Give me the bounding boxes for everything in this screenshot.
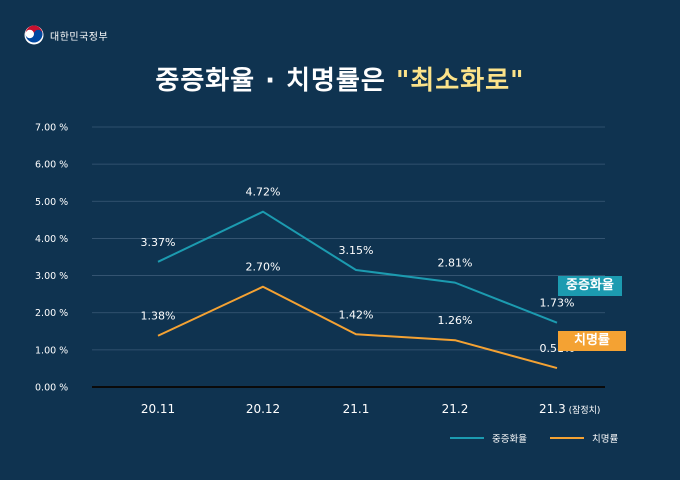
data-label: 1.38% [141,310,176,323]
page-title: 중증화율 · 치명률은 "최소화로" [0,60,680,97]
x-tick-label: 21.1 [343,402,370,416]
legend-swatch-fatality [550,437,584,439]
y-tick-label: 6.00 % [35,160,68,171]
series-line-fatality [157,285,558,370]
legend-item-fatality: 치명률 [550,431,618,445]
legend-label-severe: 중증화율 [492,434,527,445]
y-tick-label: 1.00 % [35,345,68,356]
brand-text: 대한민국정부 [50,31,109,43]
y-tick-label: 0.00 % [35,383,68,394]
x-tick-label: 21.3 (잠정치) [539,402,600,416]
y-tick-label: 4.00 % [35,234,68,245]
data-label: 1.73% [540,297,575,310]
y-tick-label: 7.00 % [35,123,68,134]
x-tick-note: (잠정치) [566,404,601,416]
data-label: 2.70% [246,261,281,274]
government-logo: 대한민국정부 [24,25,108,45]
data-label: 1.42% [339,308,374,321]
x-tick-label: 20.12 [246,402,280,416]
series-tag-fatality: 치명률 [558,331,626,351]
series-line-severe [157,210,558,324]
title-main: 중증화율 · 치명률은 [155,66,386,96]
y-tick-label: 3.00 % [35,271,68,282]
y-tick-label: 2.00 % [35,308,68,319]
x-tick-label: 20.11 [141,402,175,416]
data-label: 1.26% [438,314,473,327]
legend-item-severe: 중증화율 [450,431,527,445]
title-highlight: "최소화로" [395,66,525,96]
series-tag-severe: 중증화율 [558,276,622,296]
legend-swatch-severe [450,437,484,439]
taegeuk-icon [24,25,44,45]
data-label: 3.37% [141,236,176,249]
data-label: 3.15% [339,244,374,257]
x-tick-label: 21.2 [442,402,469,416]
legend-label-fatality: 치명률 [592,434,619,445]
data-label: 4.72% [246,186,281,199]
y-tick-label: 5.00 % [35,197,68,208]
data-label: 2.81% [438,257,473,270]
